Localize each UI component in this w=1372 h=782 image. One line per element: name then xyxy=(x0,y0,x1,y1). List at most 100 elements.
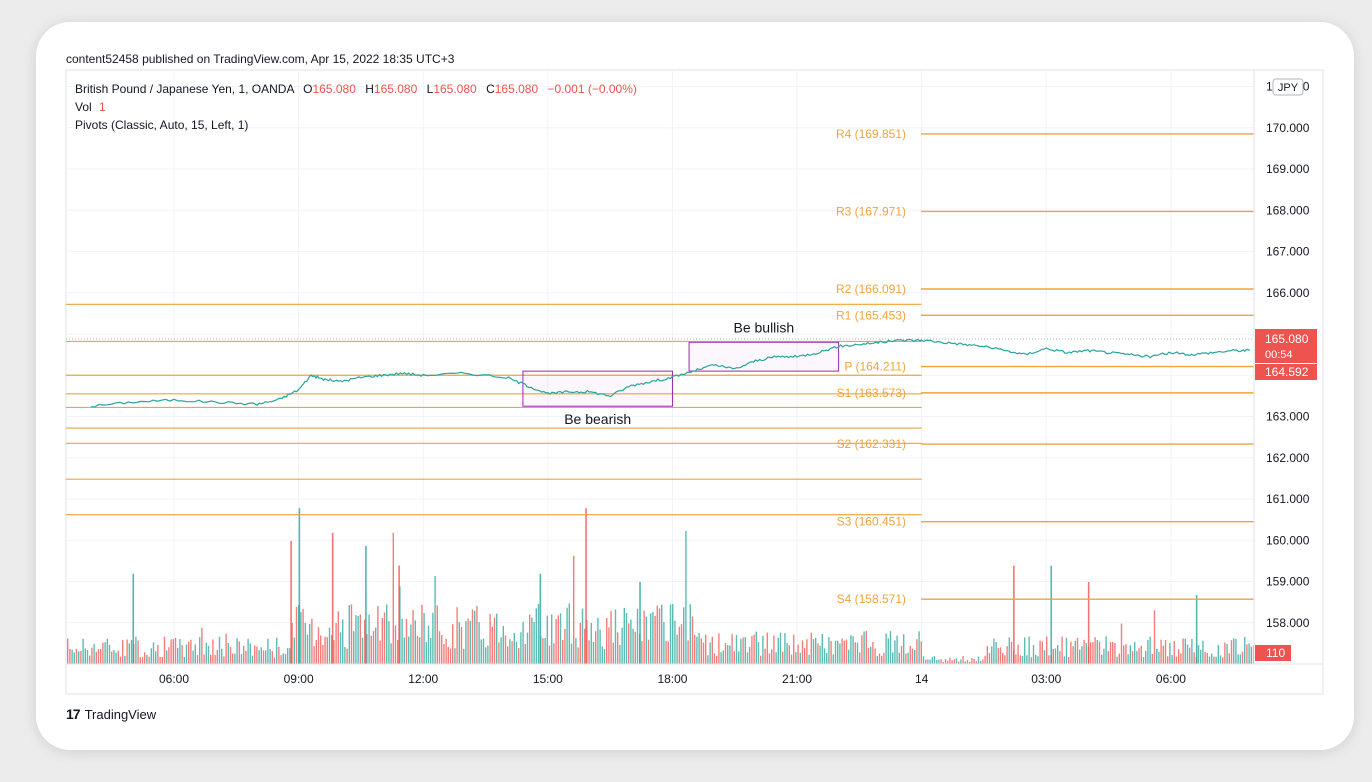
volume-bar xyxy=(445,638,447,664)
volume-bar xyxy=(658,608,661,664)
currency-badge[interactable] xyxy=(1272,78,1304,96)
volume-bar xyxy=(1222,657,1224,664)
volume-bar xyxy=(876,655,878,664)
volume-bar xyxy=(386,604,388,664)
volume-bar xyxy=(592,641,595,664)
volume-bar xyxy=(190,639,192,664)
volume-bar xyxy=(214,655,216,664)
volume-bar xyxy=(278,646,280,664)
volume-bar xyxy=(1175,656,1178,664)
volume-bar xyxy=(368,614,370,664)
volume-bar xyxy=(654,615,656,664)
plot-area[interactable] xyxy=(65,69,1324,695)
volume-bar xyxy=(575,638,577,664)
volume-bar xyxy=(834,640,837,664)
time-tick-label: 03:00 xyxy=(1031,672,1061,686)
volume-bar xyxy=(1233,638,1235,664)
volume-bar xyxy=(1180,653,1182,664)
volume-bar xyxy=(647,639,650,664)
volume-bar xyxy=(491,626,493,664)
volume-bar xyxy=(1230,640,1233,664)
volume-bar xyxy=(441,635,443,664)
price-tick-label: 168.000 xyxy=(1266,203,1310,217)
volume-bar xyxy=(1079,649,1081,664)
volume-bar xyxy=(262,650,265,664)
volume-spike xyxy=(1087,582,1090,664)
volume-bar xyxy=(335,623,337,664)
annotation-box[interactable] xyxy=(522,370,673,407)
price-tick-label: 161.000 xyxy=(1266,492,1310,506)
brand-name: TradingView xyxy=(84,706,157,722)
volume-bar xyxy=(727,645,729,664)
volume-bar xyxy=(735,634,738,664)
volume-bar xyxy=(817,643,819,664)
volume-bar xyxy=(498,642,500,664)
volume-bar xyxy=(359,614,361,664)
volume-bar xyxy=(1219,655,1222,664)
volume-bar xyxy=(1061,636,1063,664)
volume-bar xyxy=(848,649,850,664)
volume-bar xyxy=(460,626,463,664)
volume-bar xyxy=(1041,641,1043,664)
volume-bar xyxy=(381,618,383,664)
volume-bar xyxy=(1043,650,1046,664)
volume-bar xyxy=(89,655,91,664)
published-line: content52458 published on TradingView.co… xyxy=(66,52,455,66)
volume-bar xyxy=(597,617,599,664)
volume-bar xyxy=(535,608,537,664)
volume-bar xyxy=(927,659,929,664)
time-tick-label: 18:00 xyxy=(657,672,687,686)
volume-bar xyxy=(685,531,687,664)
annotation-text[interactable]: Be bearish xyxy=(564,411,631,427)
volume-bar xyxy=(579,622,581,664)
volume-bar xyxy=(185,644,188,664)
volume-bar xyxy=(1125,644,1127,664)
volume-bar xyxy=(1076,637,1079,664)
volume-bar xyxy=(590,622,592,664)
volume-bar xyxy=(1151,653,1153,664)
volume-bar xyxy=(1197,645,1200,664)
price-tick-label: 158.000 xyxy=(1266,616,1310,630)
volume-bar xyxy=(852,636,854,664)
volume-bar xyxy=(819,645,821,664)
volume-bar xyxy=(449,648,452,664)
legend-close-value: 165.080 xyxy=(495,82,539,96)
countdown-label: 00:54 xyxy=(1265,349,1293,361)
volume-bar xyxy=(573,555,575,664)
volume-bar xyxy=(599,629,601,664)
volume-bars xyxy=(67,508,1255,664)
volume-bar xyxy=(1070,641,1072,664)
volume-bar xyxy=(907,652,909,664)
volume-bar xyxy=(196,654,199,664)
annotation-text[interactable]: Be bullish xyxy=(733,319,794,335)
annotation-boxes[interactable]: Be bullish Be bearish xyxy=(522,319,840,427)
volume-bar xyxy=(854,642,856,664)
volume-bar xyxy=(568,603,570,664)
volume-bar xyxy=(603,649,606,664)
tradingview-brand[interactable]: 17 TradingView xyxy=(66,706,156,722)
volume-bar xyxy=(201,627,203,664)
volume-bar xyxy=(729,645,731,664)
volume-bar xyxy=(577,647,579,664)
volume-bar xyxy=(372,630,375,664)
volume-bar xyxy=(1211,653,1213,664)
volume-bar xyxy=(388,621,390,664)
volume-bar xyxy=(960,659,962,664)
volume-bar xyxy=(1109,641,1112,664)
price-tick-label: 162.000 xyxy=(1266,451,1310,465)
volume-bar xyxy=(1030,657,1032,664)
pivot-levels: R4 (169.851) R3 (167.971) R2 (166.091) R1 (… xyxy=(836,127,1254,606)
annotation-box[interactable] xyxy=(688,341,840,372)
volume-bar xyxy=(562,639,564,664)
volume-bar xyxy=(493,617,496,664)
price-tick-label: 170.000 xyxy=(1266,121,1310,135)
volume-bar xyxy=(619,644,621,664)
legend-symbol: British Pound / Japanese Yen, 1, OANDA xyxy=(75,82,294,96)
volume-bar xyxy=(496,613,498,664)
volume-bar xyxy=(1193,652,1195,664)
volume-bar xyxy=(1081,646,1083,664)
time-axis[interactable]: 06:00 09:00 12:00 15:00 18:00 21:00 14 03:00 06:… xyxy=(66,663,1323,686)
volume-bar xyxy=(172,639,174,664)
volume-bar xyxy=(375,627,377,664)
